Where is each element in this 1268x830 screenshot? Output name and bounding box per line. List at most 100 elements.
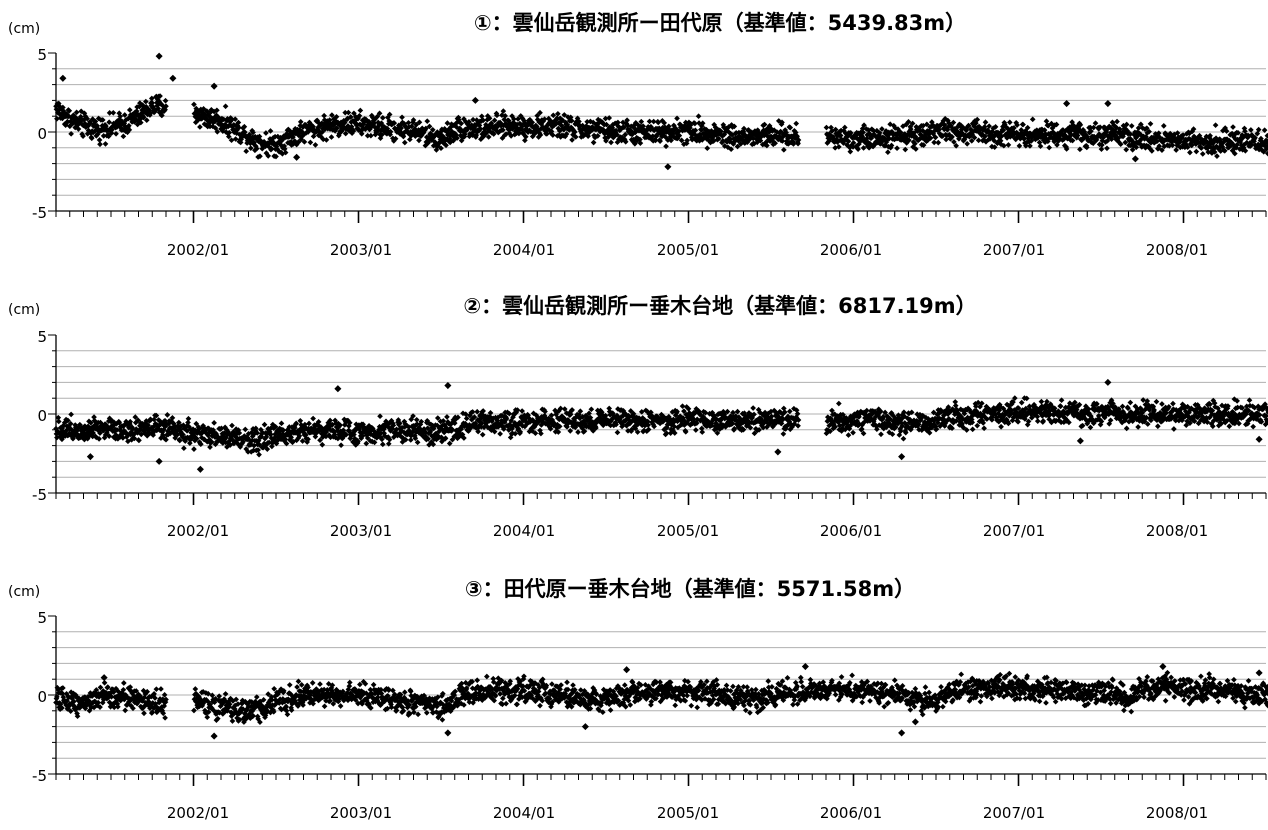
data-point [1104,145,1110,152]
data-point [1029,116,1036,123]
data-point [391,120,398,126]
data-point [242,426,249,433]
data-point [110,109,117,116]
data-point [1187,149,1193,156]
panel-2-title: ②：雲仙岳観測所ー垂木台地（基準値：6817.19m） [463,294,976,318]
data-point [225,133,232,140]
data-point [113,130,119,137]
data-point [306,420,312,427]
panel-1-xtick-label: 2008/01 [1146,241,1208,259]
data-point [1020,121,1026,128]
data-point [185,415,192,422]
data-point-outlier [59,74,67,82]
data-point [1034,418,1041,424]
panel-1-y-unit: (cm) [8,21,40,37]
data-point [356,112,363,119]
panel-1-ytick-label: 5 [37,46,47,64]
data-point [73,109,80,116]
data-point [80,133,86,139]
data-point [229,422,235,429]
panel-1: ①：雲仙岳観測所ー田代原（基準値：5439.83m） (cm) 5 0 -5 2… [8,11,1268,259]
data-point [149,100,156,106]
data-point [358,130,365,137]
panel-1-xtick-label: 2002/01 [167,241,229,259]
data-point [750,405,756,411]
data-point [273,153,279,160]
data-point [236,124,242,131]
data-point [935,139,942,146]
data-point [267,128,274,134]
data-point [323,137,330,143]
data-point [191,446,197,452]
data-point [398,125,404,131]
data-point [399,114,405,121]
panel-2-data-points [53,378,1268,473]
data-point [84,115,90,122]
data-point [878,431,884,438]
data-point-outlier [293,153,301,161]
data-point-outlier [1063,100,1071,108]
data-point [55,418,62,425]
data-point [211,420,217,426]
data-point [347,114,354,120]
data-point-outlier [471,96,479,104]
data-point [379,114,386,121]
data-point [679,403,686,410]
data-point [106,110,113,116]
data-point [608,139,614,146]
data-point [253,145,260,152]
data-point [982,119,989,126]
data-point [329,112,335,118]
data-point [143,98,149,105]
panel-2: ②：雲仙岳観測所ー垂木台地（基準値：6817.19m） (cm) 5 0 -5 … [8,294,1268,540]
data-point [191,101,197,108]
data-point [497,430,503,437]
data-point [850,429,856,436]
data-point [97,141,103,148]
panel-1-xtick-label: 2004/01 [493,241,555,259]
data-point [376,110,383,117]
data-point [793,120,800,127]
data-point [164,412,171,418]
data-point [66,107,73,114]
data-point [998,423,1004,430]
data-point [226,129,233,136]
data-point [75,126,82,132]
data-point [693,427,699,433]
data-point [278,420,285,427]
data-point [786,408,793,415]
data-point [969,426,976,433]
data-point [297,118,304,125]
data-point [228,137,235,144]
data-point [121,112,128,118]
data-point [345,109,352,116]
data-point [321,112,327,119]
data-point [265,153,272,159]
data-point [338,442,344,449]
data-point [232,116,239,122]
data-point [108,130,115,136]
data-point [357,107,364,114]
data-point [1212,122,1219,128]
data-point [1230,124,1236,130]
data-point [257,153,263,160]
panel-2-y-unit: (cm) [8,302,40,318]
data-point [943,136,949,143]
data-point-outlier [664,163,672,171]
data-point [371,120,377,126]
data-point [444,414,450,420]
data-point [894,145,900,152]
data-point [364,132,371,139]
data-point [342,130,349,137]
data-point [99,117,106,123]
data-point [102,141,109,147]
data-point [126,122,132,129]
data-point [268,145,275,152]
data-point [368,132,374,139]
data-point [256,451,262,458]
data-point [1128,123,1135,129]
data-point [342,109,349,116]
data-point [241,123,248,130]
data-point [836,400,842,407]
data-point [328,134,335,140]
